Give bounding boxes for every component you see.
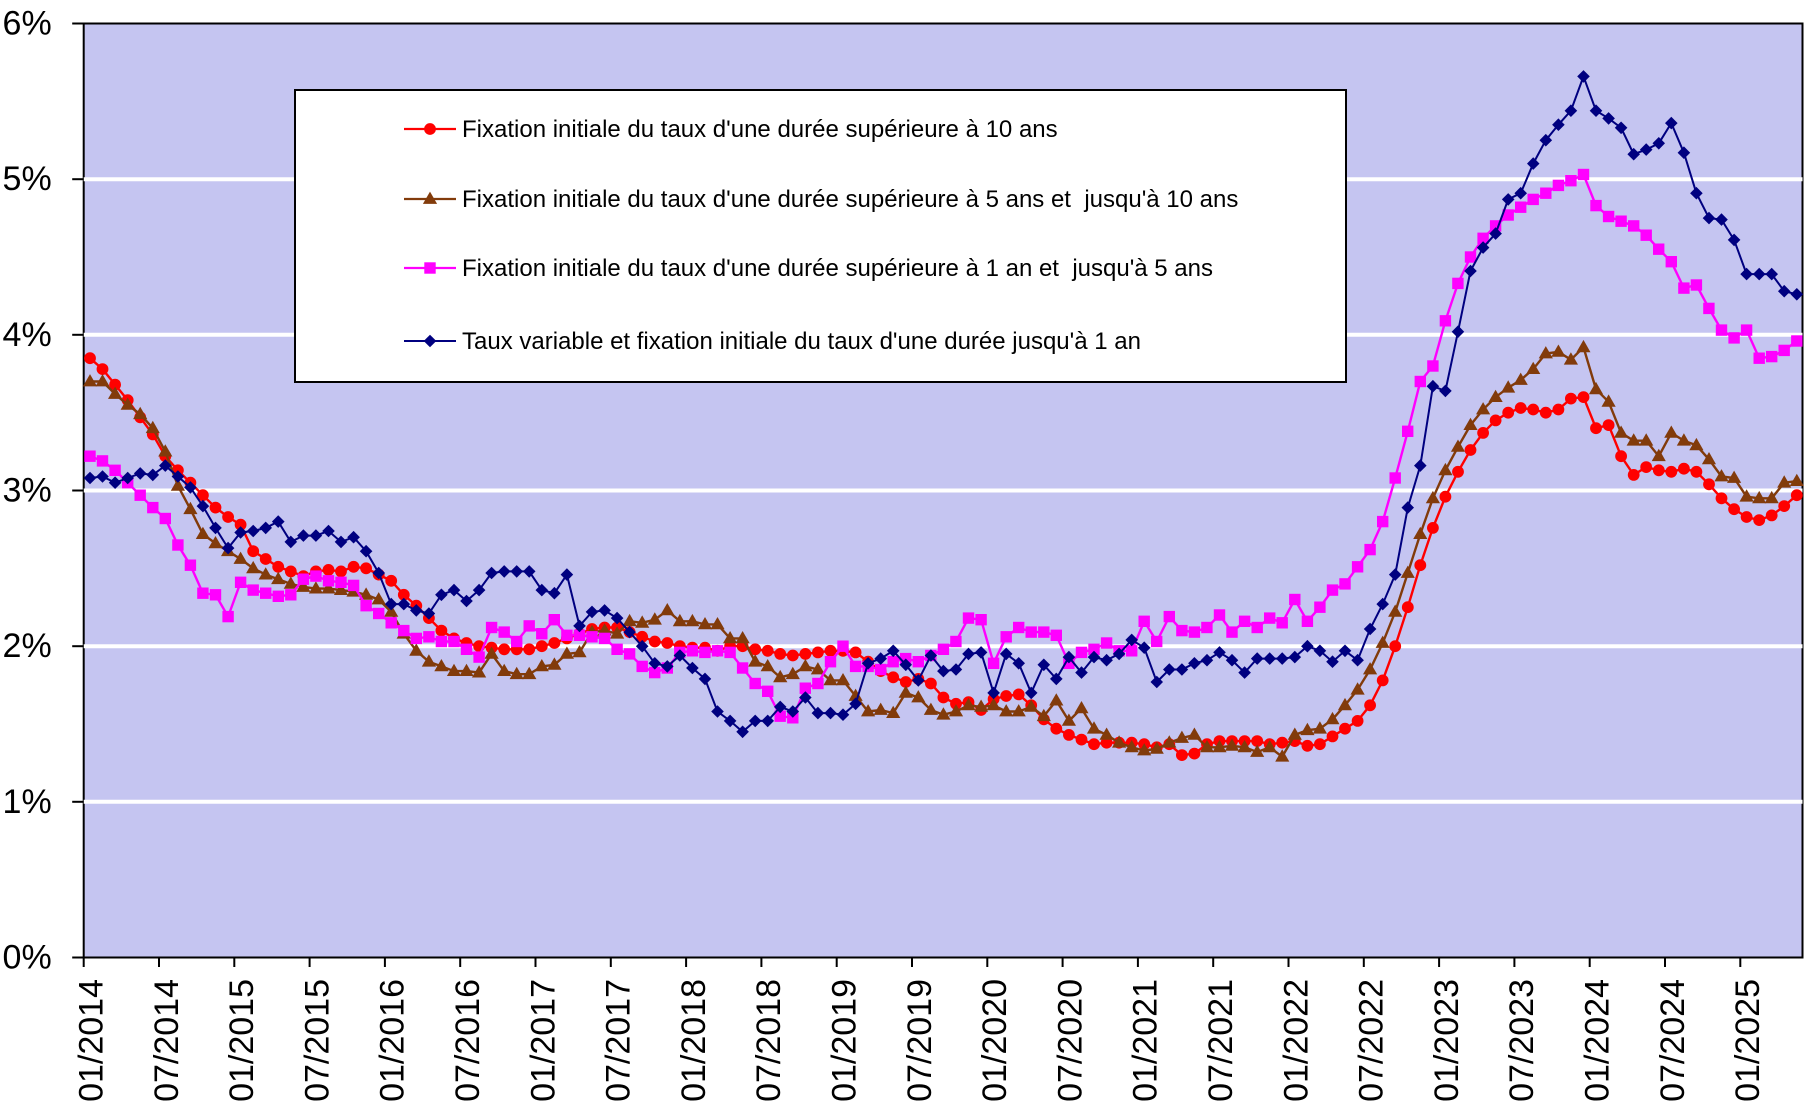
svg-text:01/2017: 01/2017 — [524, 979, 562, 1102]
svg-text:07/2017: 07/2017 — [600, 979, 638, 1102]
svg-text:07/2016: 07/2016 — [449, 979, 487, 1102]
svg-text:5%: 5% — [3, 160, 52, 198]
svg-text:07/2021: 07/2021 — [1202, 979, 1240, 1102]
svg-text:01/2014: 01/2014 — [72, 979, 110, 1102]
svg-text:1%: 1% — [3, 783, 52, 821]
svg-text:07/2023: 07/2023 — [1503, 979, 1541, 1102]
svg-text:01/2015: 01/2015 — [223, 979, 261, 1102]
svg-text:01/2021: 01/2021 — [1127, 979, 1165, 1102]
svg-text:01/2024: 01/2024 — [1578, 979, 1616, 1102]
svg-text:01/2025: 01/2025 — [1729, 979, 1767, 1102]
svg-text:01/2020: 01/2020 — [976, 979, 1014, 1102]
svg-text:3%: 3% — [3, 471, 52, 509]
svg-text:07/2015: 07/2015 — [298, 979, 336, 1102]
svg-text:07/2018: 07/2018 — [750, 979, 788, 1102]
svg-text:Fixation initiale du taux d'un: Fixation initiale du taux d'une durée su… — [462, 255, 1213, 282]
svg-text:01/2022: 01/2022 — [1277, 979, 1315, 1102]
svg-text:4%: 4% — [3, 316, 52, 354]
svg-text:07/2019: 07/2019 — [901, 979, 939, 1102]
svg-text:2%: 2% — [3, 627, 52, 665]
svg-text:01/2016: 01/2016 — [374, 979, 412, 1102]
svg-text:07/2022: 07/2022 — [1353, 979, 1391, 1102]
svg-text:07/2020: 07/2020 — [1051, 979, 1089, 1102]
svg-text:07/2014: 07/2014 — [148, 979, 186, 1102]
svg-text:Fixation initiale du taux d'un: Fixation initiale du taux d'une durée su… — [462, 186, 1238, 213]
svg-text:01/2018: 01/2018 — [675, 979, 713, 1102]
svg-text:07/2024: 07/2024 — [1654, 979, 1692, 1102]
svg-text:Fixation initiale du taux d'un: Fixation initiale du taux d'une durée su… — [462, 116, 1058, 143]
svg-text:6%: 6% — [3, 4, 52, 42]
svg-text:01/2023: 01/2023 — [1428, 979, 1466, 1102]
svg-text:01/2019: 01/2019 — [825, 979, 863, 1102]
svg-text:Taux variable et fixation init: Taux variable et fixation initiale du ta… — [462, 328, 1141, 355]
svg-text:0%: 0% — [3, 938, 52, 976]
